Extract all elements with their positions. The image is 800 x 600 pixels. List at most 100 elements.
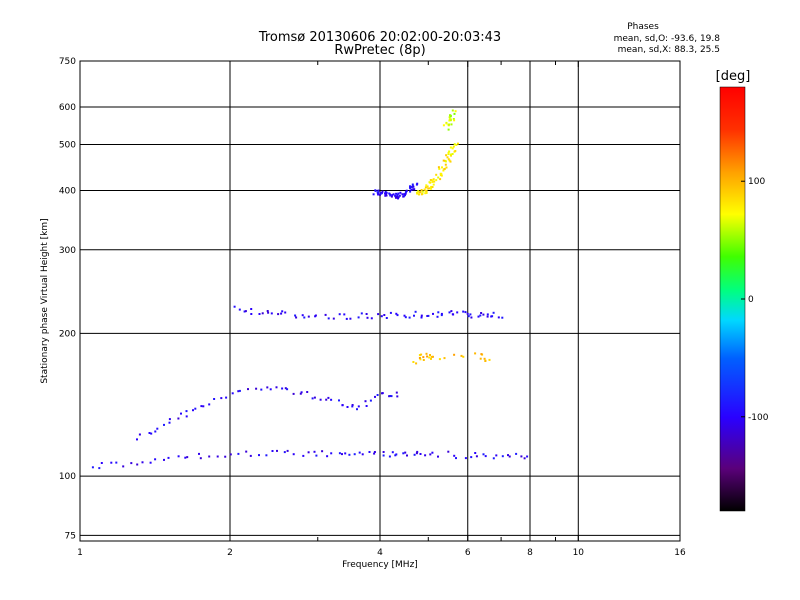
- echo-point: [442, 124, 445, 127]
- y-tick-label: 600: [59, 103, 76, 113]
- echo-point: [244, 310, 247, 313]
- echo-point: [238, 389, 241, 392]
- echo-point: [429, 181, 432, 184]
- echo-point: [479, 357, 482, 360]
- echo-point: [477, 315, 480, 318]
- echo-point: [424, 454, 427, 457]
- echo-point: [348, 453, 351, 456]
- echo-point: [351, 405, 354, 408]
- echo-point: [338, 313, 341, 316]
- echo-point: [284, 387, 287, 390]
- echo-point: [141, 461, 144, 464]
- echo-point: [260, 388, 263, 391]
- echo-point: [486, 315, 489, 318]
- echo-point: [423, 188, 426, 191]
- echo-point: [431, 179, 434, 182]
- echo-point: [266, 386, 269, 389]
- echo-point: [306, 391, 309, 393]
- echo-point: [376, 191, 379, 194]
- f2-x-trace-echoes-group: [416, 142, 459, 196]
- echo-point: [237, 452, 240, 455]
- echo-point: [292, 453, 295, 456]
- echo-point: [167, 456, 170, 459]
- echo-point: [449, 146, 452, 149]
- echo-point: [432, 178, 435, 181]
- echo-point: [445, 122, 448, 125]
- echo-point: [385, 317, 388, 319]
- echo-point: [281, 387, 284, 390]
- echo-point: [391, 194, 394, 197]
- echo-point: [425, 352, 428, 355]
- echo-point: [360, 312, 363, 315]
- echo-point: [474, 452, 477, 454]
- echo-point: [177, 455, 180, 458]
- y-tick-label: 75: [65, 531, 76, 541]
- echo-point: [261, 312, 264, 315]
- echo-point: [381, 190, 384, 193]
- echo-point: [396, 314, 399, 317]
- x-tick-label: 1: [77, 548, 83, 558]
- echo-point: [470, 316, 473, 319]
- echo-point: [300, 391, 303, 394]
- echo-point: [448, 119, 451, 122]
- echo-point: [405, 189, 408, 192]
- echo-point: [440, 172, 443, 175]
- echo-point: [450, 154, 452, 157]
- echo-point: [344, 452, 347, 455]
- echo-point: [313, 396, 316, 399]
- echo-point: [448, 159, 451, 162]
- echo-point: [303, 316, 306, 319]
- echo-point: [431, 451, 434, 454]
- echo-point: [395, 196, 397, 199]
- echo-point: [208, 455, 211, 458]
- echo-point: [341, 404, 344, 407]
- echo-point: [418, 354, 421, 356]
- echo-point: [456, 311, 459, 314]
- echo-point: [436, 315, 439, 318]
- echo-point: [327, 396, 330, 399]
- echo-point: [455, 457, 457, 460]
- echo-point: [437, 176, 440, 179]
- x-tick-label: 2: [227, 548, 233, 558]
- echo-point: [163, 458, 165, 461]
- echo-point: [267, 311, 270, 314]
- echo-point: [450, 310, 453, 313]
- echo-point: [136, 438, 138, 441]
- echo-point: [186, 456, 189, 459]
- echo-point: [220, 397, 223, 400]
- echo-point: [168, 418, 171, 421]
- echo-point: [416, 192, 419, 195]
- echo-point: [424, 192, 427, 195]
- echo-point: [403, 314, 406, 317]
- echo-point: [449, 114, 451, 117]
- echo-point: [365, 405, 368, 407]
- echo-point: [389, 311, 392, 314]
- echo-point: [392, 193, 395, 196]
- echo-point: [243, 310, 246, 313]
- echo-points: [91, 109, 529, 470]
- echo-point: [440, 312, 443, 315]
- echo-point: [391, 451, 394, 454]
- echo-point: [295, 316, 298, 319]
- echo-point: [395, 453, 398, 456]
- echo-point: [247, 388, 249, 391]
- echo-point: [492, 457, 495, 460]
- echo-point: [426, 315, 429, 317]
- echo-point: [397, 196, 400, 199]
- echo-point: [415, 452, 418, 455]
- echo-point: [420, 353, 423, 356]
- echo-point: [349, 317, 352, 320]
- echo-point: [377, 193, 380, 196]
- echo-point: [385, 194, 388, 197]
- echo-point: [419, 453, 422, 455]
- echo-point: [390, 195, 393, 198]
- echo-point: [397, 192, 400, 195]
- echo-point: [341, 453, 343, 456]
- echo-point: [426, 185, 429, 188]
- echo-point: [180, 412, 182, 415]
- echo-point: [388, 192, 391, 195]
- echo-point: [425, 191, 428, 194]
- echo-point: [523, 457, 526, 460]
- echo-point: [369, 399, 372, 402]
- echo-point: [154, 430, 157, 433]
